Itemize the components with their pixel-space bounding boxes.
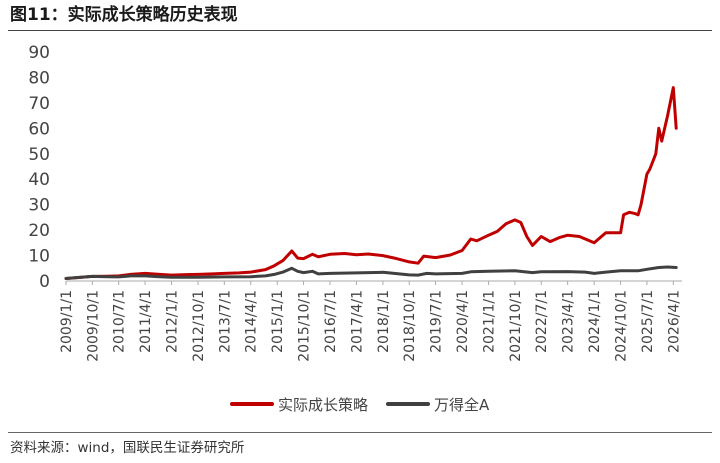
- legend-label-1: 实际成长策略: [278, 396, 368, 414]
- x-tick-label: 2012/10/1: [191, 290, 207, 362]
- x-tick-label: 2021/1/1: [482, 290, 498, 353]
- x-tick-label: 2014/4/1: [244, 290, 260, 353]
- title-divider: [8, 30, 712, 31]
- x-tick-label: 2015/10/1: [297, 290, 313, 362]
- line-chart: 0 10 20 30 40 50 60 70 80 90 2009/1/1 2009/10/1 201…: [28, 43, 682, 414]
- x-tick-label: 2016/7/1: [323, 290, 339, 353]
- x-tick-label: 2009/10/1: [85, 290, 101, 362]
- x-tick-label: 2021/10/1: [508, 290, 524, 362]
- x-tick-label: 2017/4/1: [349, 290, 365, 353]
- x-tick-label: 2009/1/1: [59, 290, 75, 353]
- x-tick-label: 2025/7/1: [640, 290, 656, 353]
- y-tick-label: 50: [28, 145, 50, 165]
- legend: 实际成长策略 万得全A: [230, 396, 490, 414]
- x-tick-label: 2022/7/1: [534, 290, 550, 353]
- x-tick-label: 2011/4/1: [138, 290, 154, 353]
- series-layer: [64, 86, 678, 280]
- y-tick-label: 90: [28, 43, 50, 63]
- x-tick-label: 2018/1/1: [376, 290, 392, 353]
- y-tick-label: 70: [28, 94, 50, 114]
- source-divider: [8, 432, 712, 433]
- y-tick-label: 30: [28, 196, 50, 216]
- y-tick-label: 40: [28, 170, 50, 190]
- y-tick-label: 20: [28, 221, 50, 241]
- x-axis: 2009/1/1 2009/10/1 2010/7/1 2011/4/1 2012/1/…: [59, 280, 682, 362]
- series-line-2: [64, 265, 678, 280]
- x-tick-label: 2013/7/1: [217, 290, 233, 353]
- x-tick-label: 2026/4/1: [666, 290, 682, 353]
- x-tick-label: 2015/1/1: [270, 290, 286, 353]
- y-tick-label: 60: [28, 119, 50, 139]
- figure-title: 图11：实际成长策略历史表现: [10, 5, 238, 25]
- x-tick-label: 2024/10/1: [614, 290, 630, 362]
- x-tick-label: 2012/1/1: [165, 290, 181, 353]
- x-tick-label: 2018/10/1: [402, 290, 418, 362]
- y-tick-label: 0: [39, 272, 50, 292]
- x-tick-label: 2019/7/1: [429, 290, 445, 353]
- series-line-1: [64, 86, 678, 280]
- y-tick-label: 80: [28, 68, 50, 88]
- y-axis: 0 10 20 30 40 50 60 70 80 90: [28, 43, 50, 292]
- y-tick-label: 10: [28, 247, 50, 267]
- x-tick-label: 2020/4/1: [455, 290, 471, 353]
- legend-label-2: 万得全A: [434, 396, 490, 414]
- figure-header: 图11：实际成长策略历史表现: [10, 2, 238, 28]
- x-tick-label: 2010/7/1: [112, 290, 128, 353]
- x-tick-label: 2023/4/1: [561, 290, 577, 353]
- source-note: 资料来源：wind，国联民生证券研究所: [10, 440, 245, 456]
- x-tick-label: 2024/1/1: [587, 290, 603, 353]
